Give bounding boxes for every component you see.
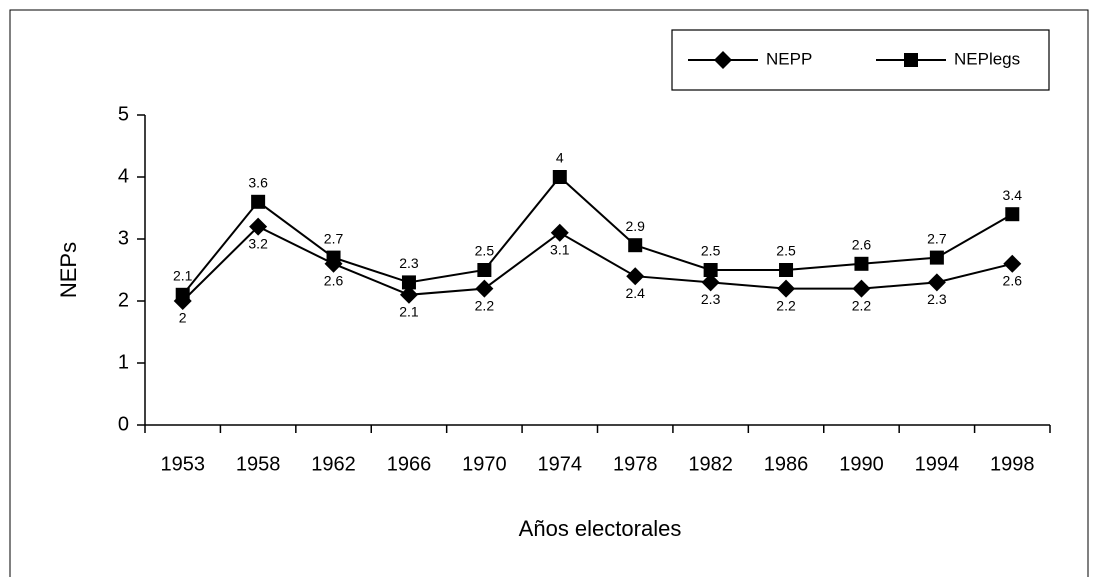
point <box>477 263 492 277</box>
point <box>703 263 718 277</box>
data-label: 2.3 <box>399 255 419 271</box>
point <box>701 273 720 292</box>
x-tick-label: 1994 <box>915 453 960 475</box>
point <box>399 285 418 304</box>
data-label: 2.6 <box>324 273 344 289</box>
x-tick-label: 1990 <box>839 453 884 475</box>
x-tick-label: 1966 <box>387 453 432 475</box>
data-label: 2 <box>179 310 187 326</box>
point <box>251 194 266 209</box>
y-tick-label: 2 <box>118 289 129 311</box>
x-tick-label: 1974 <box>538 453 583 475</box>
y-tick-label: 3 <box>118 227 129 249</box>
point <box>777 279 796 298</box>
data-label: 2.2 <box>776 297 796 313</box>
point <box>1005 207 1020 222</box>
x-axis-title: Años electorales <box>519 516 682 541</box>
frame <box>9 9 1089 577</box>
x-tick-label: 1953 <box>160 453 205 475</box>
point <box>401 275 416 290</box>
data-label: 2.7 <box>927 230 947 246</box>
data-label: 2.1 <box>399 304 419 320</box>
data-label: 2.5 <box>701 243 721 259</box>
point <box>852 279 871 298</box>
data-label: 2.6 <box>1003 273 1023 289</box>
point <box>475 279 494 298</box>
data-label: 3.6 <box>248 175 268 191</box>
point <box>1003 254 1022 273</box>
x-tick-label: 1998 <box>990 453 1035 475</box>
x-tick-label: 1982 <box>688 453 733 475</box>
data-label: 2.5 <box>776 243 796 259</box>
y-tick-label: 5 <box>118 103 129 125</box>
legend-marker <box>904 53 918 67</box>
series-line <box>182 225 1013 302</box>
data-label: 2.1 <box>173 268 193 284</box>
legend-label: NEPP <box>766 49 812 68</box>
point <box>249 217 268 236</box>
data-label: 2.6 <box>852 237 872 253</box>
data-label: 3.2 <box>248 235 268 251</box>
x-tick-label: 1986 <box>764 453 809 475</box>
x-tick-label: 1978 <box>613 453 658 475</box>
x-tick-label: 1962 <box>311 453 356 475</box>
data-label: 2.9 <box>625 218 645 234</box>
legend-label: NEPlegs <box>954 49 1020 68</box>
point <box>779 263 794 277</box>
point <box>552 170 567 184</box>
y-tick-label: 4 <box>118 165 129 187</box>
point <box>175 287 190 302</box>
point <box>927 273 946 292</box>
point <box>628 238 643 253</box>
data-label: 2.4 <box>625 285 645 301</box>
point <box>854 256 869 271</box>
point <box>929 250 944 265</box>
y-tick-label: 1 <box>118 351 129 373</box>
point <box>626 267 645 286</box>
data-label: 2.2 <box>475 297 495 313</box>
y-axis-title: NEPs <box>56 242 81 298</box>
data-label: 2.3 <box>927 291 947 307</box>
data-label: 3.1 <box>550 242 570 258</box>
y-tick-label: 0 <box>118 413 129 435</box>
data-label: 2.2 <box>852 297 872 313</box>
data-label: 3.4 <box>1003 187 1023 203</box>
data-label: 4 <box>556 150 564 166</box>
x-tick-label: 1958 <box>236 453 281 475</box>
data-label: 2.5 <box>475 243 495 259</box>
point <box>326 250 341 265</box>
data-label: 2.7 <box>324 230 344 246</box>
x-tick-label: 1970 <box>462 453 507 475</box>
point <box>550 223 569 242</box>
series-line <box>181 175 1013 296</box>
legend-marker <box>714 51 732 69</box>
data-label: 2.3 <box>701 291 721 307</box>
